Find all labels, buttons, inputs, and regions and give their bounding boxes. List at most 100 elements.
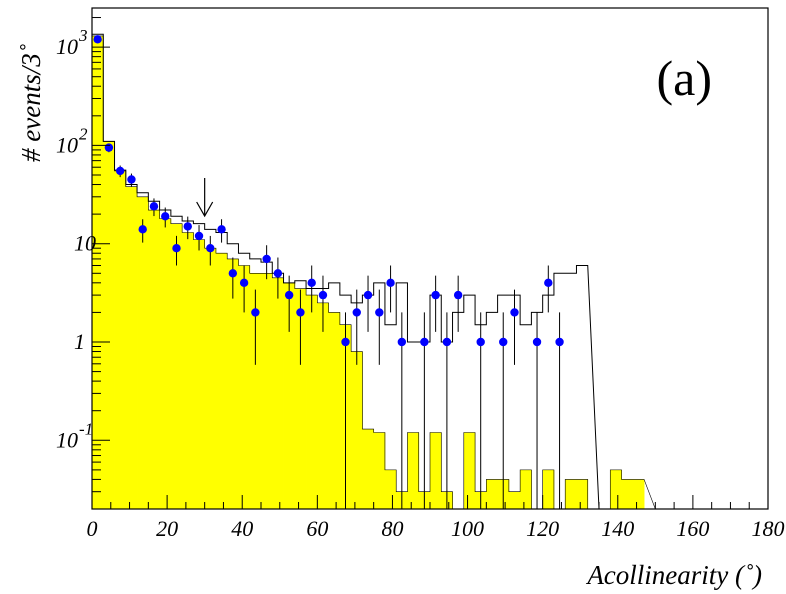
data-point xyxy=(363,290,373,300)
data-point xyxy=(104,143,114,152)
data-point xyxy=(127,175,136,184)
filled-bar xyxy=(576,479,589,509)
filled-bar xyxy=(520,469,532,509)
data-point xyxy=(386,278,395,288)
filled-bar xyxy=(204,248,217,509)
filled-bar xyxy=(508,491,521,509)
filled-bar xyxy=(463,432,476,509)
data-point xyxy=(296,308,305,317)
data-point xyxy=(431,290,440,300)
x-tick-label: 0 xyxy=(87,516,98,541)
data-point xyxy=(499,337,508,347)
filled-bar xyxy=(430,432,442,509)
data-point xyxy=(183,222,192,231)
data-point xyxy=(476,337,485,347)
x-tick-label: 60 xyxy=(306,516,328,541)
outline-step-line xyxy=(91,33,600,510)
filled-bar xyxy=(193,239,206,509)
filled-bar xyxy=(159,218,172,510)
filled-bar xyxy=(137,196,149,510)
data-point xyxy=(532,337,542,347)
y-tick-label: 10 xyxy=(74,231,96,256)
filled-bar xyxy=(362,429,375,509)
filled-bar xyxy=(283,282,296,509)
data-point xyxy=(217,225,226,234)
y-tick-label: 10 xyxy=(56,34,78,59)
data-point xyxy=(115,166,125,176)
filled-bar xyxy=(542,469,555,509)
filled-bar xyxy=(261,273,273,509)
cut-arrow xyxy=(196,178,214,218)
x-tick-label: 80 xyxy=(381,516,403,541)
data-point xyxy=(93,35,102,44)
x-tick-label: 20 xyxy=(156,516,178,541)
filled-bar xyxy=(351,351,363,509)
data-point xyxy=(273,269,283,278)
data-point xyxy=(544,278,553,288)
filled-bar xyxy=(621,479,634,509)
data-point xyxy=(420,337,429,347)
filled-bar xyxy=(215,253,228,509)
data-point xyxy=(442,337,452,347)
data-point xyxy=(341,337,350,347)
data-point xyxy=(138,225,147,234)
data-point xyxy=(284,290,294,300)
data-point xyxy=(161,212,170,221)
data-point xyxy=(510,308,519,317)
x-tick-label: 120 xyxy=(526,516,559,541)
filled-bar xyxy=(148,210,160,510)
data-point xyxy=(307,278,316,288)
x-tick-label: 140 xyxy=(601,516,634,541)
outline-histogram xyxy=(91,33,600,510)
data-point xyxy=(555,337,564,347)
data-point xyxy=(453,290,463,300)
filled-bar xyxy=(92,35,104,510)
filled-bar xyxy=(114,170,127,509)
x-tick-label: 40 xyxy=(231,516,253,541)
filled-bar xyxy=(238,265,251,509)
filled-bar xyxy=(610,469,622,509)
y-tick-exponent: 2 xyxy=(79,124,88,143)
data-point xyxy=(239,278,249,288)
data-point xyxy=(262,254,271,264)
filled-bar xyxy=(306,295,318,509)
filled-bar xyxy=(407,432,420,509)
data-point xyxy=(375,308,384,317)
data-point xyxy=(194,231,204,241)
data-point xyxy=(149,202,159,211)
filled-bar xyxy=(294,288,307,509)
filled-bar xyxy=(249,273,262,509)
filled-bar xyxy=(632,479,645,509)
filled-bar xyxy=(182,232,194,509)
panel-label: (a) xyxy=(657,50,713,106)
filled-bar xyxy=(170,223,183,509)
filled-bar xyxy=(317,302,329,509)
filled-bar xyxy=(328,312,341,509)
y-tick-label: 1 xyxy=(74,329,85,354)
filled-bar xyxy=(373,432,386,509)
y-tick-label: 10 xyxy=(56,427,78,452)
arrow-head xyxy=(196,201,214,218)
data-point xyxy=(228,269,238,278)
y-tick-exponent: 3 xyxy=(78,26,88,45)
data-point xyxy=(397,337,407,347)
filled-bar xyxy=(103,141,115,509)
x-axis-title: Acollinearity (˚) xyxy=(585,560,762,590)
data-point xyxy=(352,308,361,317)
filled-bar xyxy=(565,479,577,509)
x-tick-label: 160 xyxy=(676,516,709,541)
filled-bar xyxy=(384,469,397,509)
filled-bar xyxy=(486,479,498,509)
filled-histogram xyxy=(91,35,656,510)
x-tick-label: 100 xyxy=(451,516,484,541)
data-point xyxy=(318,290,328,300)
data-point xyxy=(172,244,181,253)
data-points xyxy=(93,35,564,509)
y-axis-title: # events/3˚ xyxy=(16,44,46,162)
filled-bar xyxy=(272,277,284,509)
data-point xyxy=(206,244,215,253)
y-tick-exponent: -1 xyxy=(79,419,93,438)
filled-bar xyxy=(125,186,138,510)
